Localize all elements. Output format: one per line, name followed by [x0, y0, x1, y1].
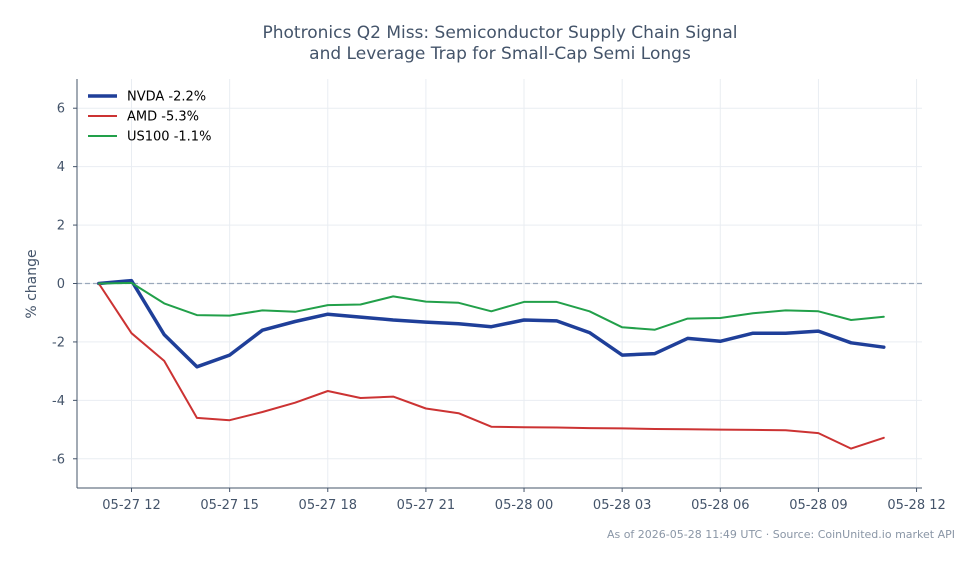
- x-tick-label: 05-27 21: [397, 498, 455, 513]
- y-axis-ticks: -6 -4 -2 0 2 4 6: [52, 102, 77, 467]
- x-axis-ticks: 05-27 12 05-27 15 05-27 18 05-27 21 05-28 00…: [102, 488, 946, 513]
- chart-title-line-1: Photronics Q2 Miss: Semiconductor Supply…: [263, 23, 738, 43]
- y-tick-label: 4: [57, 160, 65, 175]
- chart-title-line-2: and Leverage Trap for Small-Cap Semi Lon…: [309, 44, 691, 64]
- y-axis-label: % change: [24, 249, 40, 318]
- x-tick-label: 05-28 00: [495, 498, 553, 513]
- x-tick-label: 05-27 12: [102, 498, 160, 513]
- y-tick-label: -6: [52, 452, 65, 467]
- x-tick-label: 05-27 18: [299, 498, 357, 513]
- series-line-0: [97, 278, 886, 369]
- x-tick-label: 05-28 06: [691, 498, 749, 513]
- legend: NVDA -2.2% AMD -5.3% US100 -1.1%: [88, 90, 211, 145]
- series-line-2: [97, 281, 885, 331]
- x-tick-label: 05-28 03: [593, 498, 651, 513]
- legend-label-1: AMD -5.3%: [127, 110, 199, 125]
- legend-label-0: NVDA -2.2%: [127, 90, 206, 105]
- x-tick-label: 05-28 12: [887, 498, 945, 513]
- source-footer: As of 2026-05-28 11:49 UTC · Source: Coi…: [607, 528, 955, 541]
- y-tick-label: -2: [52, 335, 65, 350]
- y-tick-label: -4: [52, 394, 65, 409]
- y-tick-label: 2: [57, 219, 65, 234]
- x-tick-label: 05-28 09: [789, 498, 847, 513]
- series-line-1: [97, 282, 885, 450]
- x-tick-label: 05-27 15: [200, 498, 258, 513]
- y-tick-label: 6: [57, 102, 65, 117]
- series-layer: [97, 278, 886, 450]
- legend-label-2: US100 -1.1%: [127, 130, 211, 145]
- y-tick-label: 0: [57, 277, 65, 292]
